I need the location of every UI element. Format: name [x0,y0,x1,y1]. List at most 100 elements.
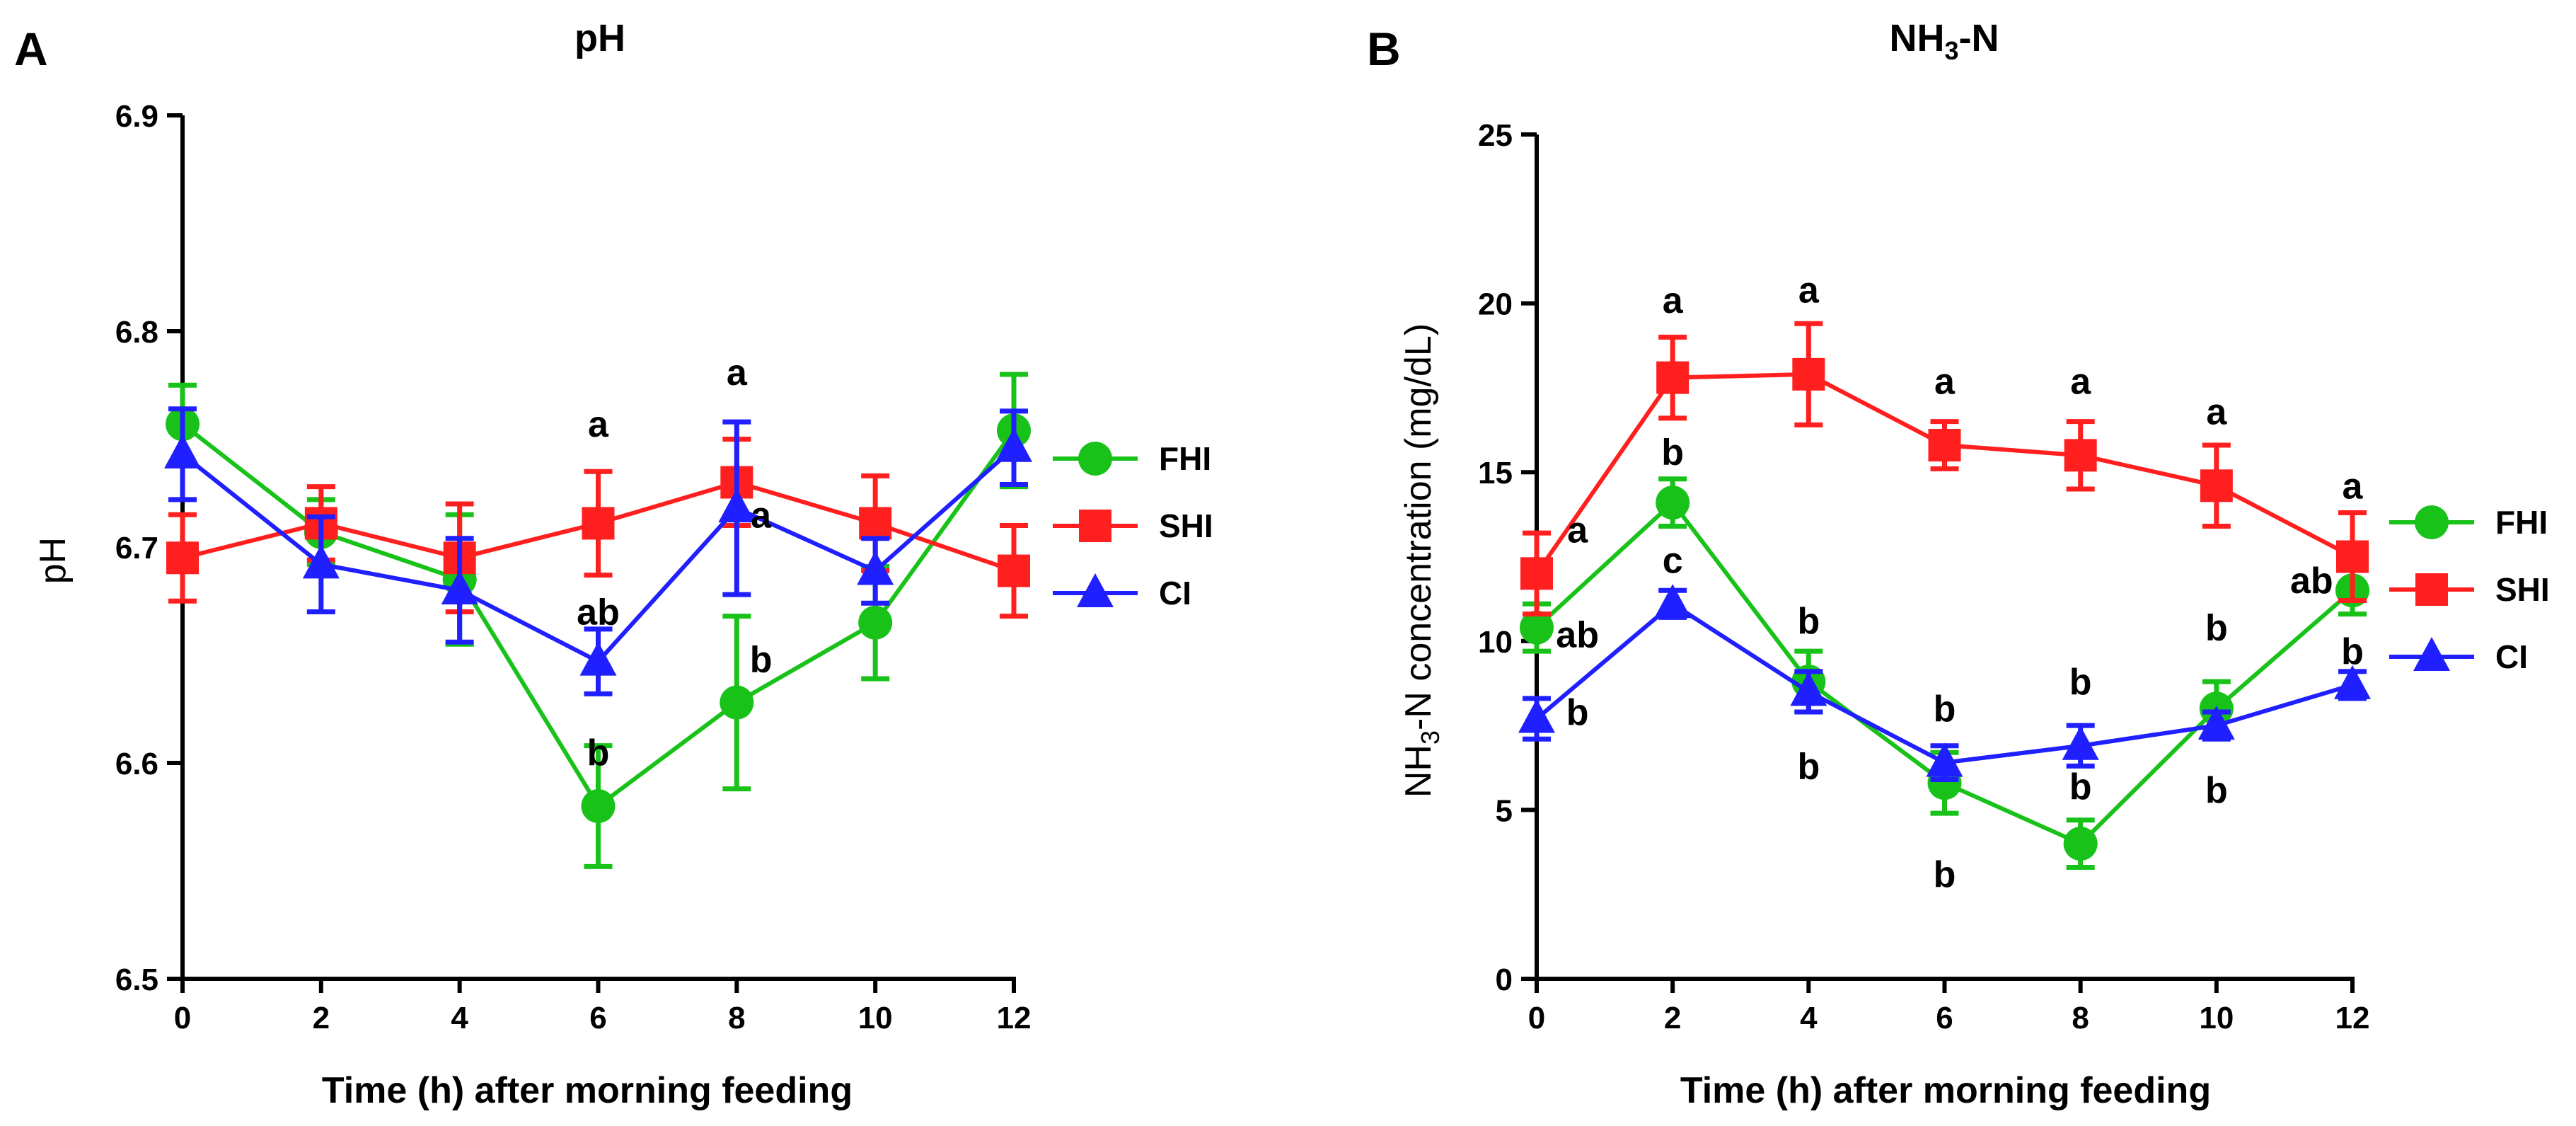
panel-a-y-tick-label: 6.5 [115,963,158,997]
panel-b-significance-label: b [1934,854,1956,895]
panel-a-x-tick-label: 2 [313,1001,330,1035]
panel-a-legend-marker [1077,573,1114,607]
panel-b-y-tick-label: 25 [1478,118,1513,153]
panel-a-series-ci [164,406,1032,696]
panel-b-legend-label: CI [2495,638,2528,675]
panel-b-legend-marker [2415,505,2449,539]
panel-b-point-ci [1518,699,1555,733]
panel-a-legend-marker [1079,510,1111,542]
panel-a-y-tick-label: 6.7 [115,531,158,565]
panel-b-y-tick-label: 0 [1496,963,1513,997]
panel-a-legend: FHI SHI CI [1053,440,1213,611]
panel-a-point-fhi [581,789,616,823]
panel-a-significance-label: a [727,352,748,393]
panel-a-legend-label: SHI [1159,507,1213,544]
panel-a-significance-label: b [587,733,610,774]
panel-a-point-ci [995,427,1032,462]
panel-b-y-tick-label: 20 [1478,287,1513,322]
panel-b-title: NH3-N [1889,17,1999,65]
panel-a-y-tick-label: 6.9 [115,99,158,134]
panel-b-y-axis-label: NH3-N concentration (mg/dL) [1398,323,1445,798]
panel-b-point-shi [2200,469,2233,502]
panel-a-letter: A [14,23,48,75]
panel-a-ticks: 0 2 4 6 8 10 12 6.5 6.6 6.7 6.8 6.9 [115,99,1032,1035]
panel-b-point-shi [2336,540,2369,573]
panel-b-significance-label: b [1566,692,1589,733]
panel-a-point-fhi [720,685,754,720]
panel-b-point-ci [1654,584,1692,619]
panel-a-significance-label: b [750,640,773,681]
panel-a-legend-label: FHI [1159,440,1211,477]
panel-b-significance-label: c [1663,540,1683,581]
panel-a-legend-item-shi: SHI [1053,507,1213,544]
panel-b-point-shi [1520,557,1553,590]
panel-b-x-tick-label: 4 [1800,1001,1818,1035]
panel-b-legend-item-ci: CI [2389,637,2528,675]
panel-b-legend-marker [2413,637,2450,671]
panel-b-significance-label: a [1663,280,1684,321]
panel-b-legend-label: SHI [2495,571,2550,608]
panel-a-ph-chart: A pH 0 2 4 6 8 10 12 6.5 6.6 6.7 6.8 6.9 Time (h) a… [14,17,1213,1111]
panel-b-series-ci [1518,584,2371,782]
panel-b-significance-label: b [1934,689,1956,730]
panel-a-x-tick-label: 10 [858,1001,893,1035]
panel-a-x-tick-label: 0 [174,1001,191,1035]
panel-a-point-shi [166,541,199,575]
panel-b-y-tick-label: 5 [1496,793,1513,828]
panel-b-significance-label: b [2205,608,2228,649]
panel-b-series-shi [1520,321,2369,617]
panel-b-significance-label: a [1934,361,1956,402]
panel-b-significance-label: b [1797,601,1820,642]
panel-b-x-axis-label: Time (h) after morning feeding [1680,1070,2211,1111]
panel-a-y-tick-label: 6.6 [115,747,158,781]
panel-b-point-shi [1792,357,1825,391]
panel-b-x-tick-label: 8 [2072,1001,2089,1035]
panel-a-point-ci [302,544,340,579]
panel-b-legend-item-fhi: FHI [2389,504,2548,541]
panel-b-x-tick-label: 2 [1664,1001,1681,1035]
panel-a-point-shi [998,554,1030,587]
panel-b-significance-label: b [1797,746,1820,787]
panel-b-significance-label: b [2069,766,2092,808]
panel-a-x-tick-label: 6 [589,1001,606,1035]
panel-a-x-axis-label: Time (h) after morning feeding [322,1070,853,1111]
panel-b-x-tick-label: 10 [2199,1001,2234,1035]
panel-b-x-tick-label: 0 [1528,1001,1545,1035]
panel-b-nh3n-chart: B NH3-N 0 2 4 6 8 10 12 0 5 10 15 20 25 Time (h) aft… [1367,17,2550,1111]
panel-b-significance-label: ab [2290,561,2333,602]
panel-b-significance-label: a [1798,270,1820,311]
panel-a-legend-item-fhi: FHI [1053,440,1211,477]
panel-a-title: pH [574,17,625,59]
panel-b-significance-label: a [1567,510,1588,551]
panel-a-significance-label: ab [577,592,620,633]
panel-a-x-tick-label: 12 [997,1001,1032,1035]
panel-b-significance-label: a [2070,361,2091,402]
panel-a-significance-label: a [588,404,609,445]
panel-b-x-tick-label: 6 [1936,1001,1953,1035]
panel-b-significance-label: b [2205,770,2228,811]
panel-b-point-ci [2062,725,2099,760]
panel-b-axes [1535,134,2355,981]
panel-a-point-ci [164,434,201,469]
panel-a-legend-label: CI [1159,575,1191,611]
panel-b-point-shi [1656,361,1690,394]
panel-b-significance-label: b [2341,631,2364,672]
panel-a-significance-label: a [751,495,772,536]
panel-b-letter: B [1367,23,1401,75]
panel-b-y-tick-label: 15 [1478,456,1513,490]
panel-a-point-shi [859,507,892,540]
panel-b-legend-label: FHI [2495,504,2548,541]
panel-a-point-ci [579,641,617,676]
panel-b-significance-label: a [2206,391,2227,432]
panel-a-y-axis-label: pH [33,537,74,584]
panel-b-legend: FHI SHI CI [2389,504,2550,675]
panel-b-point-shi [1928,429,1961,462]
panel-a-legend-marker [1078,442,1112,476]
panel-b-y-tick-label: 10 [1478,625,1513,660]
panel-a-point-ci [718,488,756,523]
panel-b-point-ci [2334,665,2371,699]
panel-b-significance-label: b [2069,662,2092,703]
panel-b-point-shi [2064,439,2097,472]
panel-b-point-ci [2197,706,2235,740]
